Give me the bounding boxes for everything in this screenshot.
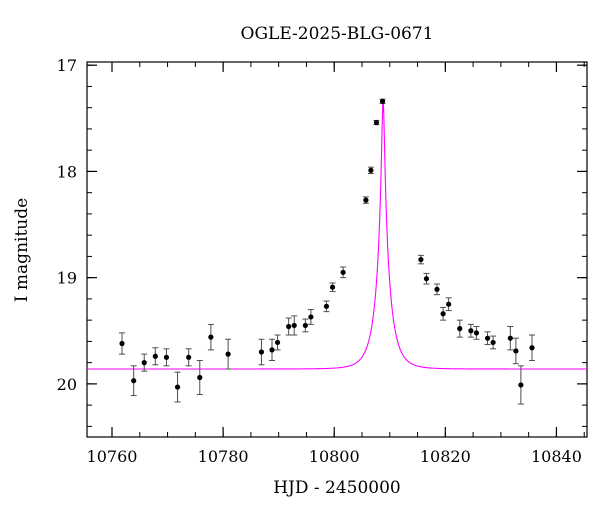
data-marker <box>529 345 535 351</box>
data-marker <box>423 276 430 282</box>
data-marker <box>131 378 137 384</box>
data-marker <box>457 326 463 332</box>
data-marker <box>363 197 369 203</box>
y-tick-label: 18 <box>57 162 77 181</box>
data-point <box>302 318 309 333</box>
data-marker <box>373 119 380 126</box>
data-marker <box>308 314 314 320</box>
data-point <box>467 323 474 338</box>
data-point <box>440 306 447 321</box>
data-marker <box>323 303 330 309</box>
data-points-layer <box>119 98 535 405</box>
data-marker <box>163 354 170 360</box>
data-marker <box>258 349 265 355</box>
data-point <box>225 338 232 370</box>
y-tick-label: 19 <box>57 269 77 288</box>
data-marker <box>484 335 491 341</box>
data-point <box>340 266 347 279</box>
data-marker <box>141 360 147 366</box>
data-point <box>423 272 430 285</box>
data-point <box>269 338 275 362</box>
data-marker <box>208 334 214 340</box>
data-marker <box>379 98 386 104</box>
x-tick-label: 10840 <box>531 447 582 466</box>
data-marker <box>368 167 374 173</box>
data-point <box>285 317 292 336</box>
data-point <box>373 119 380 126</box>
model-curve-layer <box>87 100 587 370</box>
data-point <box>119 332 125 355</box>
data-point <box>141 353 148 372</box>
data-marker <box>446 301 452 307</box>
data-point <box>196 360 203 396</box>
x-tick-label: 10820 <box>420 447 471 466</box>
data-marker <box>490 339 496 346</box>
data-point <box>174 371 181 403</box>
data-point <box>490 335 497 350</box>
data-marker <box>119 340 125 347</box>
data-marker <box>274 339 281 346</box>
data-marker <box>473 330 480 336</box>
y-axis-label: I magnitude <box>12 198 32 302</box>
data-marker <box>291 322 297 329</box>
data-point <box>185 348 192 367</box>
data-point <box>367 166 374 175</box>
model-curve <box>87 100 587 370</box>
data-point <box>529 334 535 362</box>
data-marker <box>340 269 346 275</box>
y-tick-label: 20 <box>57 375 77 394</box>
x-tick-label: 10800 <box>309 447 360 466</box>
y-tick-label: 17 <box>57 56 77 75</box>
data-point <box>163 348 170 367</box>
data-point <box>517 365 524 405</box>
data-marker <box>329 284 336 290</box>
data-point <box>456 319 463 338</box>
data-point <box>291 315 298 336</box>
data-point <box>507 326 514 351</box>
data-marker <box>225 351 231 357</box>
data-marker <box>302 322 308 329</box>
data-marker <box>440 311 446 317</box>
axis-ticks: 10760 10780 10800 10820 10840 17 18 19 20 <box>57 56 587 466</box>
data-marker <box>186 354 192 360</box>
data-point <box>434 283 440 296</box>
data-point <box>473 326 480 340</box>
data-point <box>323 300 330 313</box>
data-point <box>379 98 386 104</box>
plot-frame <box>86 61 588 438</box>
data-marker <box>197 374 203 381</box>
data-marker <box>286 323 292 330</box>
data-point <box>362 196 369 204</box>
data-point <box>417 254 424 265</box>
data-marker <box>418 256 424 263</box>
data-point <box>484 331 491 346</box>
data-point <box>152 347 159 366</box>
data-point <box>445 297 452 312</box>
data-marker <box>269 347 275 353</box>
x-axis-label: HJD - 2450000 <box>273 478 401 498</box>
data-marker <box>513 348 519 354</box>
data-marker <box>152 353 158 359</box>
chart-title: OGLE-2025-BLG-0671 <box>241 24 434 44</box>
data-marker <box>468 328 474 334</box>
data-point <box>258 338 265 366</box>
data-marker <box>174 384 181 390</box>
data-point <box>130 365 137 397</box>
data-marker <box>518 382 524 388</box>
x-tick-label: 10780 <box>198 447 249 466</box>
x-tick-label: 10760 <box>87 447 138 466</box>
data-marker <box>434 286 440 292</box>
data-point <box>274 334 281 351</box>
data-point <box>207 323 214 351</box>
data-marker <box>507 335 513 341</box>
data-point <box>307 309 314 325</box>
data-point <box>512 337 519 365</box>
data-point <box>329 282 336 292</box>
